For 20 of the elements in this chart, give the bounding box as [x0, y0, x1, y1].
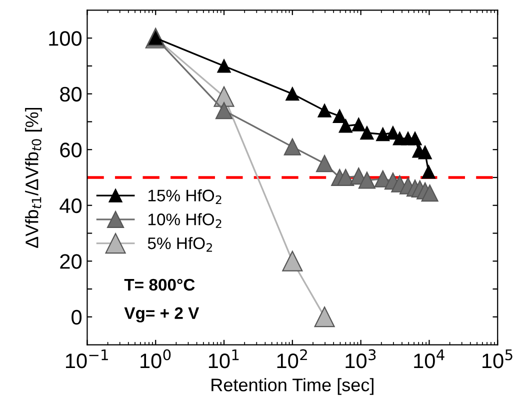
- x-tick-label: 10$^{1}$: [208, 349, 239, 368]
- y-axis-title: ΔVfb$_{t1}$/ΔVfb$_{t0}$ [%]: [25, 108, 42, 248]
- x-tick-label: 10$^{−1}$: [66, 349, 108, 368]
- y-tick-label: 0: [72, 310, 82, 325]
- y-tick-label: 80: [60, 86, 82, 102]
- y-tick-label: 40: [60, 198, 82, 214]
- x-tick-label: 10$^{3}$: [346, 349, 376, 368]
- x-tick-label: 10$^{0}$: [140, 349, 171, 368]
- annotation: T= 800°C: [124, 278, 195, 291]
- legend-label: 10% HfO$_{2}$: [148, 213, 222, 228]
- annotation: Vg= + 2 V: [124, 307, 200, 322]
- x-axis-title: Retention Time [sec]: [212, 378, 374, 395]
- y-tick-label: 100: [49, 31, 82, 46]
- x-tick-label: 10$^{4}$: [414, 349, 444, 368]
- y-tick-label: 20: [60, 254, 82, 269]
- legend-label: 5% HfO$_{2}$: [148, 236, 212, 252]
- y-tick-label: 60: [60, 142, 82, 158]
- x-tick-label: 10$^{5}$: [482, 349, 512, 368]
- legend-label: 15% HfO$_{2}$: [148, 189, 222, 204]
- x-tick-label: 10$^{2}$: [277, 349, 307, 368]
